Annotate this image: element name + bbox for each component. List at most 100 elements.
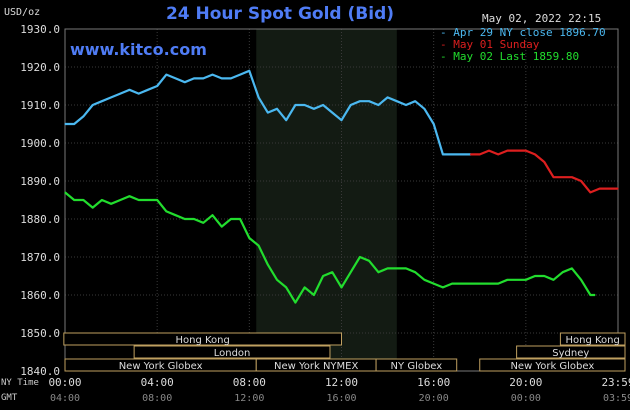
data-point <box>571 176 573 178</box>
data-point <box>405 267 407 269</box>
data-point <box>239 74 241 76</box>
data-point <box>73 123 75 125</box>
x-tick-label-gmt: 04:00 <box>50 393 80 404</box>
data-point <box>193 77 195 79</box>
session-box <box>133 345 331 359</box>
data-point <box>156 199 158 201</box>
timestamp: May 02, 2022 22:15 <box>482 12 602 25</box>
session-label: New York NYMEX <box>274 361 359 372</box>
data-point <box>497 153 499 155</box>
data-point <box>442 286 444 288</box>
data-point <box>184 81 186 83</box>
data-point <box>304 104 306 106</box>
data-point <box>580 279 582 281</box>
data-point <box>396 100 398 102</box>
y-tick-label: 1900.0 <box>20 137 60 150</box>
data-point <box>386 96 389 98</box>
data-point <box>377 271 379 273</box>
data-point <box>92 207 94 209</box>
data-point <box>119 199 121 201</box>
data-point <box>230 77 232 79</box>
x-tick-label-ny: 23:59 <box>601 376 630 389</box>
data-point <box>368 260 370 262</box>
data-point <box>433 123 435 125</box>
y-tick-label: 1910.0 <box>20 99 60 112</box>
data-point <box>516 150 518 152</box>
data-point <box>230 218 232 220</box>
data-point <box>257 245 260 247</box>
data-point <box>175 77 177 79</box>
data-point <box>386 267 389 269</box>
data-point <box>138 199 140 201</box>
data-point <box>442 153 444 155</box>
data-point <box>313 108 315 110</box>
data-point <box>451 283 453 285</box>
data-point <box>506 279 508 281</box>
x-tick-label-gmt: 20:00 <box>419 393 449 404</box>
x-tick-label-ny: 20:00 <box>509 376 542 389</box>
data-point <box>248 237 250 239</box>
data-point <box>562 271 564 273</box>
data-point <box>322 104 324 106</box>
session-label: Hong Kong <box>566 335 620 346</box>
data-point <box>368 100 370 102</box>
data-point <box>359 256 361 258</box>
data-point <box>534 275 536 277</box>
data-point <box>617 188 619 190</box>
y-tick-label: 1850.0 <box>20 327 60 340</box>
y-tick-label: 1890.0 <box>20 175 60 188</box>
data-point <box>322 275 324 277</box>
data-point <box>423 279 426 281</box>
data-point <box>543 275 545 277</box>
x-tick-label-gmt: 12:00 <box>234 393 264 404</box>
data-point <box>294 104 297 106</box>
ny-time-label: NY Time <box>1 378 39 388</box>
data-point <box>377 104 379 106</box>
data-point <box>359 100 361 102</box>
brand-link[interactable]: www.kitco.com <box>70 40 207 59</box>
data-point <box>138 93 140 95</box>
data-point <box>469 283 472 285</box>
session-box <box>516 345 626 359</box>
data-point <box>580 180 582 182</box>
y-tick-label: 1920.0 <box>20 61 60 74</box>
data-point <box>101 100 103 102</box>
data-point <box>414 271 416 273</box>
data-point <box>110 96 112 98</box>
data-point <box>156 85 158 87</box>
data-point <box>64 191 66 193</box>
data-point <box>175 214 177 216</box>
data-point <box>285 119 287 121</box>
data-point <box>589 294 591 296</box>
data-point <box>82 115 85 117</box>
session-label: New York Globex <box>510 361 594 372</box>
data-point <box>165 74 167 76</box>
data-point <box>534 153 536 155</box>
data-point <box>202 77 204 79</box>
data-point <box>239 218 241 220</box>
session-label: New York Globex <box>119 361 203 372</box>
legend-item-may01: - May 01 Sunday <box>440 38 540 51</box>
data-point <box>211 214 214 216</box>
session-box <box>375 358 458 372</box>
data-point <box>525 150 527 152</box>
session-box <box>63 332 342 346</box>
data-point <box>543 161 545 163</box>
data-point <box>257 96 260 98</box>
data-point <box>571 267 573 269</box>
data-point <box>396 267 398 269</box>
data-point <box>128 89 131 91</box>
data-point <box>562 176 564 178</box>
x-tick-label-ny: 04:00 <box>141 376 174 389</box>
data-point <box>525 279 527 281</box>
data-point <box>285 286 287 288</box>
data-point <box>147 199 149 201</box>
data-point <box>488 283 490 285</box>
data-point <box>165 210 167 212</box>
data-point <box>128 195 131 197</box>
data-point <box>423 108 426 110</box>
data-point <box>193 218 195 220</box>
data-point <box>405 104 407 106</box>
x-tick-label-ny: 00:00 <box>48 376 81 389</box>
